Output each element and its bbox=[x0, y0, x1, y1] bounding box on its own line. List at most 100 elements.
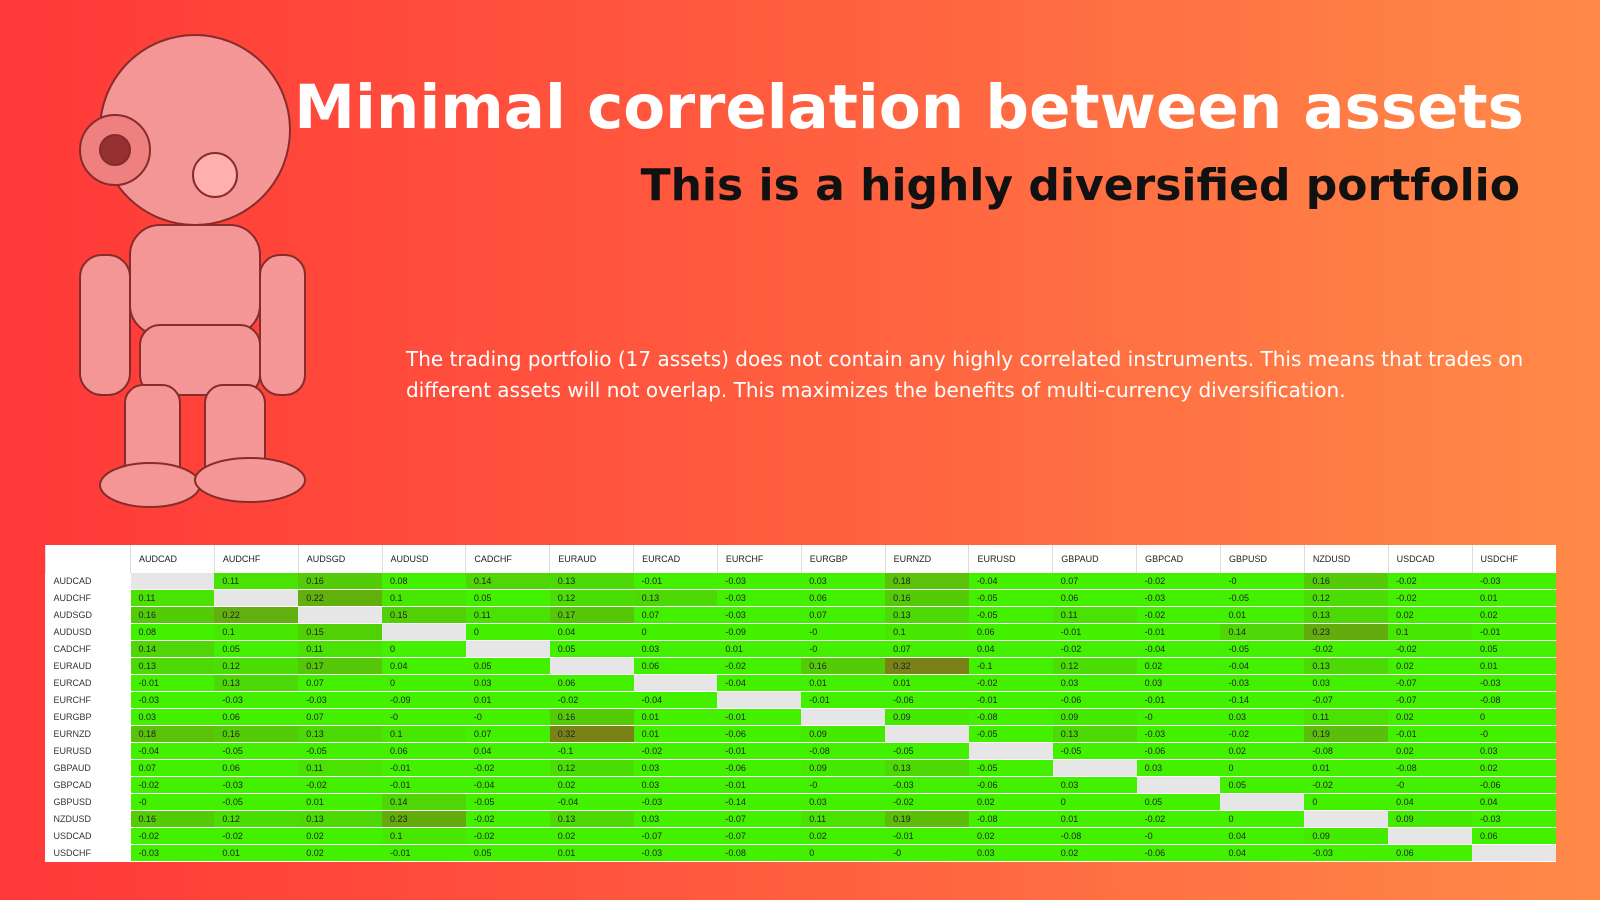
correlation-cell: -0.01 bbox=[885, 827, 969, 845]
correlation-cell: 0.12 bbox=[214, 657, 299, 675]
correlation-cell: 0.17 bbox=[298, 657, 383, 675]
correlation-cell: 0.14 bbox=[382, 793, 466, 811]
correlation-cell: 0.12 bbox=[549, 589, 634, 607]
row-header: EURCAD bbox=[45, 674, 131, 692]
correlation-cell: -0.04 bbox=[717, 674, 802, 692]
correlation-cell: -0.02 bbox=[465, 759, 550, 777]
correlation-cell: -0.03 bbox=[717, 589, 802, 607]
correlation-cell: 0.03 bbox=[633, 810, 718, 828]
correlation-cell: 0.03 bbox=[801, 573, 886, 590]
column-header: AUDCHF bbox=[213, 545, 299, 573]
correlation-cell: 0.13 bbox=[214, 674, 299, 692]
correlation-cell: -0.06 bbox=[1136, 742, 1221, 760]
correlation-cell: 0.14 bbox=[1220, 623, 1305, 641]
correlation-cell: -0.08 bbox=[1052, 827, 1137, 845]
correlation-cell: 0.16 bbox=[549, 708, 634, 726]
correlation-cell: -0.05 bbox=[1220, 640, 1305, 658]
correlation-cell: 0.09 bbox=[801, 725, 886, 743]
correlation-cell: -0.02 bbox=[465, 810, 550, 828]
correlation-cell: 0.1 bbox=[214, 623, 299, 641]
correlation-cell: 0.03 bbox=[1136, 759, 1221, 777]
correlation-cell: 0.03 bbox=[633, 640, 718, 658]
correlation-cell: -0.04 bbox=[130, 742, 215, 760]
correlation-cell: 0.05 bbox=[214, 640, 299, 658]
correlation-cell: 0.12 bbox=[1304, 589, 1389, 607]
correlation-cell: -0.05 bbox=[968, 606, 1053, 624]
correlation-cell: -0.02 bbox=[549, 691, 634, 709]
correlation-cell: 0.07 bbox=[885, 640, 969, 658]
correlation-cell: -0.05 bbox=[885, 742, 969, 760]
correlation-cell: -0.05 bbox=[214, 793, 299, 811]
correlation-cell: 0.03 bbox=[1052, 674, 1137, 692]
row-header: EURUSD bbox=[45, 742, 131, 760]
row-header: AUDUSD bbox=[45, 623, 131, 641]
correlation-cell: 0.03 bbox=[465, 674, 550, 692]
correlation-cell: 0.07 bbox=[298, 708, 383, 726]
correlation-cell: -0.05 bbox=[968, 759, 1053, 777]
correlation-cell: 0.07 bbox=[633, 606, 718, 624]
correlation-cell: -0.02 bbox=[130, 776, 215, 794]
correlation-cell: -0.03 bbox=[717, 606, 802, 624]
correlation-cell: -0 bbox=[1220, 573, 1305, 590]
correlation-cell: -0.03 bbox=[130, 691, 215, 709]
correlation-cell: -0 bbox=[801, 640, 886, 658]
correlation-cell: -0 bbox=[465, 708, 550, 726]
correlation-cell: -0.08 bbox=[1304, 742, 1389, 760]
correlation-cell: 0.12 bbox=[549, 759, 634, 777]
diagonal-cell bbox=[214, 589, 299, 607]
column-header: AUDCAD bbox=[130, 545, 215, 573]
correlation-cell: -0.02 bbox=[298, 776, 383, 794]
correlation-cell: -0.01 bbox=[717, 708, 802, 726]
correlation-cell: 0.04 bbox=[968, 640, 1053, 658]
correlation-cell: -0.01 bbox=[968, 691, 1053, 709]
correlation-cell: 0.02 bbox=[1388, 708, 1472, 726]
correlation-cell: -0 bbox=[1136, 827, 1221, 845]
correlation-cell: 0.06 bbox=[968, 623, 1053, 641]
correlation-cell: 0.06 bbox=[1388, 844, 1472, 862]
correlation-cell: 0.01 bbox=[549, 844, 634, 862]
correlation-cell: 0.13 bbox=[885, 759, 969, 777]
correlation-cell: 0 bbox=[382, 640, 466, 658]
correlation-cell: -0.02 bbox=[633, 742, 718, 760]
row-header: GBPCAD bbox=[45, 776, 131, 794]
correlation-cell: -0.14 bbox=[717, 793, 802, 811]
correlation-cell: 0.11 bbox=[298, 640, 383, 658]
correlation-cell: 0.11 bbox=[1304, 708, 1389, 726]
correlation-cell: -0.02 bbox=[1136, 810, 1221, 828]
correlation-cell: -0.06 bbox=[885, 691, 969, 709]
correlation-cell: 0.04 bbox=[1220, 827, 1305, 845]
correlation-cell: 0.11 bbox=[298, 759, 383, 777]
correlation-cell: -0.03 bbox=[1220, 674, 1305, 692]
correlation-cell: -0 bbox=[1136, 708, 1221, 726]
correlation-cell: 0.16 bbox=[298, 573, 383, 590]
correlation-cell: 0.04 bbox=[382, 657, 466, 675]
correlation-cell: 0.05 bbox=[465, 589, 550, 607]
correlation-cell: -0.02 bbox=[1304, 640, 1389, 658]
correlation-cell: -0.02 bbox=[968, 674, 1053, 692]
column-header: EURCAD bbox=[633, 545, 718, 573]
correlation-cell: -0.02 bbox=[1052, 640, 1137, 658]
correlation-cell: -0.04 bbox=[633, 691, 718, 709]
column-header: EURCHF bbox=[716, 545, 802, 573]
correlation-cell: 0.05 bbox=[549, 640, 634, 658]
correlation-cell: 0.06 bbox=[801, 589, 886, 607]
correlation-cell: 0.08 bbox=[382, 573, 466, 590]
correlation-cell: 0.02 bbox=[1388, 606, 1472, 624]
correlation-cell: -0.03 bbox=[1472, 573, 1556, 590]
correlation-cell: -0.01 bbox=[130, 674, 215, 692]
correlation-cell: 0.11 bbox=[801, 810, 886, 828]
diagonal-cell bbox=[1220, 793, 1305, 811]
column-header: USDCHF bbox=[1471, 545, 1556, 573]
correlation-cell: 0 bbox=[382, 674, 466, 692]
correlation-cell: 0.13 bbox=[130, 657, 215, 675]
column-header: GBPCAD bbox=[1136, 545, 1221, 573]
table-row: EURNZD 0.18 0.16 0.13 0.1 0.07 0.32 0.01 -0.06 0.… bbox=[45, 725, 1556, 743]
correlation-cell: -0.03 bbox=[214, 691, 299, 709]
row-header: GBPUSD bbox=[45, 793, 131, 811]
row-header: AUDSGD bbox=[45, 606, 131, 624]
correlation-cell: 0.16 bbox=[885, 589, 969, 607]
correlation-cell: -0.03 bbox=[1136, 589, 1221, 607]
correlation-cell: -0.02 bbox=[885, 793, 969, 811]
correlation-cell: 0.06 bbox=[1052, 589, 1137, 607]
diagonal-cell bbox=[1472, 844, 1556, 862]
